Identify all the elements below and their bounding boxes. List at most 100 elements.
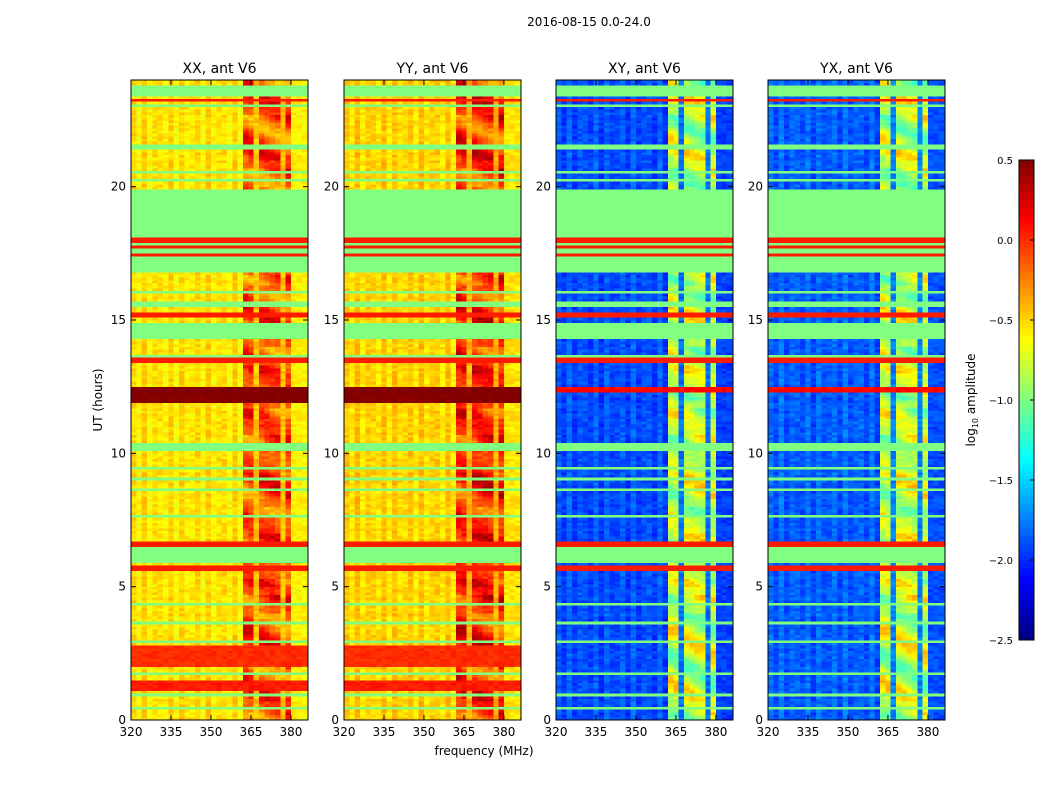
heatmap-cell [131,557,137,561]
heatmap-cell [200,650,206,654]
heatmap-cell [173,570,180,574]
heatmap-cell [157,488,164,491]
heatmap-cell [210,410,217,414]
figure-title: 2016-08-15 0.0-24.0 [527,15,651,29]
heatmap-cell [136,554,142,558]
heatmap-cell [242,605,249,609]
heatmap-cell [205,346,212,350]
heatmap-cell [200,682,206,686]
heatmap-cell [301,584,308,587]
heatmap-cell [184,629,190,633]
heatmap-cell [178,466,185,470]
heatmap-cell [216,536,222,539]
heatmap-cell [274,560,281,563]
heatmap-cell [290,562,297,566]
heatmap-cell [248,493,254,497]
heatmap-cell [296,504,302,507]
heatmap-cell [232,533,238,537]
heatmap-cell [274,557,281,561]
heatmap-cell [189,698,196,702]
heatmap-cell [269,440,276,443]
heatmap-cell [301,634,308,638]
heatmap-cell [232,658,238,662]
heatmap-cell [157,674,164,678]
heatmap-cell [178,608,185,611]
heatmap-cell [285,704,292,707]
heatmap-cell [152,658,158,662]
heatmap-cell [226,442,233,446]
heatmap-cell [242,354,249,358]
heatmap-cell [296,360,302,363]
heatmap-cell [205,626,212,630]
heatmap-cell [136,392,142,395]
heatmap-cell [136,698,142,702]
heatmap-cell [253,450,260,454]
heatmap-cell [274,426,281,430]
heatmap-cell [290,605,297,609]
heatmap-cell [221,474,228,478]
heatmap-cell [216,440,222,443]
heatmap-cell [264,589,270,593]
heatmap-cell [131,352,137,355]
heatmap-cell [232,664,238,667]
heatmap-cell [210,442,217,446]
heatmap-cell [189,610,196,614]
heatmap-cell [189,426,196,430]
heatmap-cell [226,394,233,398]
heatmap-cell [253,672,260,675]
heatmap-cell [184,517,190,521]
heatmap-cell [274,389,281,393]
heatmap-cell [205,429,212,433]
heatmap-cell [290,626,297,630]
heatmap-cell [184,685,190,689]
heatmap-cell [152,354,158,358]
heatmap-cell [242,672,249,675]
heatmap-cell [285,528,292,531]
heatmap-cell [264,626,270,630]
heatmap-cell [184,501,190,505]
heatmap-cell [258,477,265,481]
heatmap-cell [269,448,276,451]
heatmap-cell [184,714,190,718]
heatmap-cell [184,450,190,454]
heatmap-cell [157,586,164,590]
heatmap-cell [221,461,228,465]
heatmap-cell [173,664,180,667]
heatmap-cell [258,400,265,403]
heatmap-cell [168,626,174,630]
heatmap-cell [162,437,169,441]
heatmap-cell [136,570,142,574]
heatmap-cell [152,424,158,427]
heatmap-cell [189,613,196,617]
heatmap-cell [274,549,281,553]
heatmap-cell [221,637,228,641]
heatmap-cell [253,378,260,382]
heatmap-cell [136,530,142,534]
heatmap-cell [162,624,169,627]
heatmap-cell [248,578,254,582]
heatmap-cell [221,373,228,377]
heatmap-cell [242,541,249,545]
heatmap-cell [301,576,308,579]
heatmap-cell [264,717,270,721]
heatmap-cell [168,656,174,659]
heatmap-cell [178,496,185,499]
heatmap-cell [205,365,212,369]
heatmap-cell [205,376,212,379]
heatmap-cell [290,413,297,417]
heatmap-cell [157,546,164,550]
heatmap-cell [184,400,190,403]
heatmap-cell [184,389,190,393]
heatmap-cell [189,514,196,518]
heatmap-cell [226,352,233,355]
heatmap-cell [258,717,265,721]
heatmap-cell [269,552,276,555]
heatmap-cell [296,618,302,622]
heatmap-cell [296,493,302,497]
heatmap-cell [157,629,164,633]
heatmap-cell [184,480,190,483]
heatmap-cell [274,624,281,627]
heatmap-cell [146,392,153,395]
heatmap-cell [146,394,153,398]
heatmap-cell [290,386,297,390]
